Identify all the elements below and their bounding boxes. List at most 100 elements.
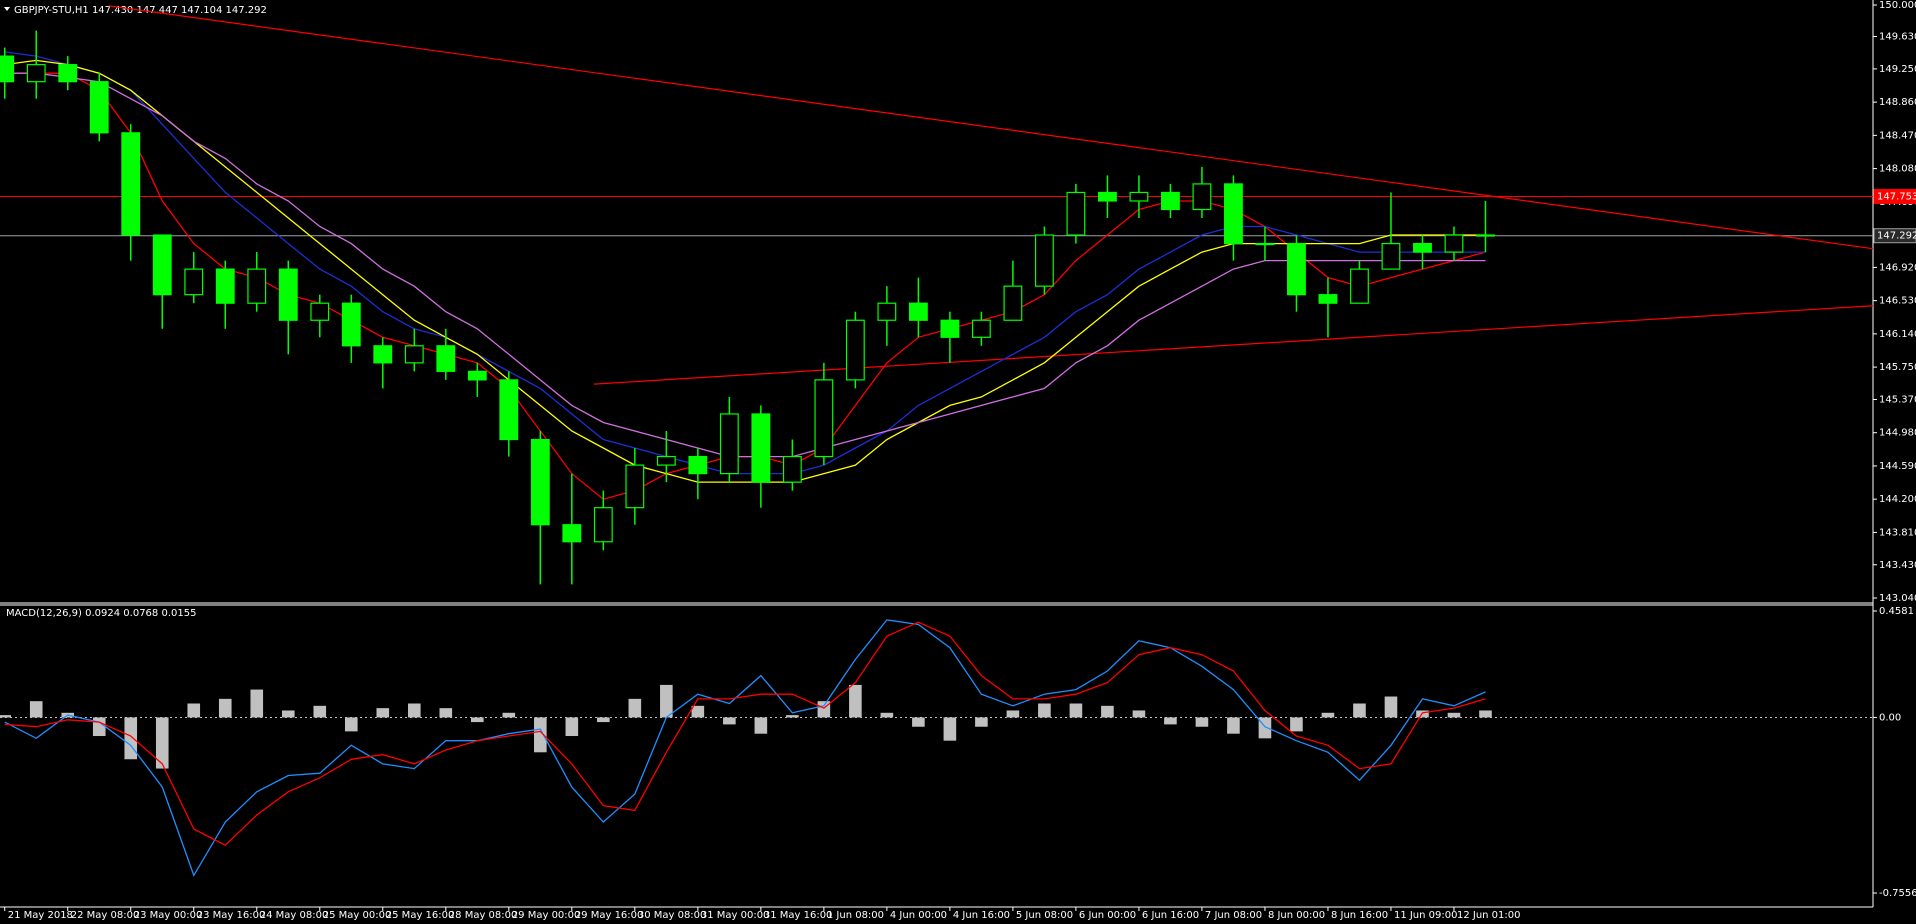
- y-tick-label: 149.250: [1879, 64, 1916, 75]
- histogram-bar: [471, 717, 484, 723]
- x-tick-label: 8 Jun 00:00: [1268, 910, 1325, 921]
- macd-line: [4, 619, 1486, 877]
- x-tick-label: 30 May 08:00: [638, 910, 707, 921]
- x-tick-label: 11 Jun 09:00: [1394, 910, 1458, 921]
- x-tick-label: 23 May 00:00: [134, 910, 203, 921]
- candle-body: [26, 64, 46, 83]
- candle-body: [278, 268, 298, 321]
- menu-arrow[interactable]: [4, 7, 10, 11]
- candle-body: [1381, 242, 1401, 270]
- histogram-bar: [1006, 710, 1020, 718]
- histogram-bar: [0, 715, 12, 718]
- histogram-bar: [250, 689, 264, 718]
- x-tick-label: 1 Jun 08:00: [827, 910, 884, 921]
- x-tick-label: 6 Jun 16:00: [1142, 910, 1199, 921]
- y-tick-label: 146.530: [1879, 296, 1916, 307]
- x-tick-label: 25 May 16:00: [386, 910, 455, 921]
- histogram-bar: [218, 698, 232, 718]
- moving-average: [4, 72, 1486, 458]
- candle-body: [782, 455, 802, 483]
- x-tick-label: 31 May 00:00: [701, 910, 770, 921]
- histogram-bar: [660, 684, 673, 718]
- histogram-bar: [880, 712, 894, 718]
- histogram-bar: [92, 717, 106, 737]
- candle-body: [310, 302, 330, 321]
- histogram-bar: [1069, 703, 1083, 718]
- price-label-box: [1873, 188, 1916, 204]
- candle-body: [499, 379, 519, 441]
- y-tick-label: 148.470: [1879, 130, 1916, 141]
- y-tick-label: 144.590: [1879, 461, 1916, 472]
- histogram-bar: [786, 715, 799, 718]
- x-tick-label: 21 May 2018: [8, 910, 73, 921]
- histogram-bar: [376, 708, 390, 718]
- histogram-bar: [597, 717, 610, 723]
- x-tick-label: 28 May 08:00: [449, 910, 518, 921]
- candle-body: [719, 413, 739, 475]
- x-tick-label: 24 May 08:00: [260, 910, 329, 921]
- y-tick-label: 148.080: [1879, 164, 1916, 175]
- x-tick-label: 8 Jun 16:00: [1331, 910, 1388, 921]
- histogram-bar: [344, 717, 358, 732]
- candle-body: [121, 132, 141, 236]
- y-tick-label: 143.040: [1879, 593, 1916, 604]
- candle-body: [971, 319, 991, 338]
- histogram-bar: [1321, 712, 1335, 718]
- x-tick-label: 23 May 16:00: [197, 910, 266, 921]
- candle-body: [688, 455, 708, 475]
- candle-body: [751, 413, 771, 483]
- histogram-bar: [313, 705, 327, 718]
- candle-body: [1192, 183, 1212, 211]
- y-tick-label: 0.00: [1879, 712, 1901, 723]
- candle-body: [0, 55, 15, 83]
- histogram-bar: [534, 717, 547, 753]
- histogram-bar: [628, 698, 642, 718]
- histogram-bar: [975, 717, 988, 727]
- indicator-title: MACD(12,26,9) 0.0924 0.0768 0.0155: [6, 608, 196, 619]
- candle-body: [1287, 242, 1306, 296]
- price-label: 147.753: [1877, 191, 1916, 202]
- candle-body: [1066, 191, 1086, 236]
- candle-body: [1161, 191, 1180, 211]
- histogram-bar: [1384, 696, 1398, 718]
- candle-body: [1224, 183, 1243, 245]
- candle-body: [593, 507, 613, 543]
- x-tick-label: 4 Jun 16:00: [953, 910, 1010, 921]
- histogram-bar: [1038, 703, 1051, 718]
- y-tick-label: 148.860: [1879, 97, 1916, 108]
- x-tick-label: 29 May 16:00: [575, 910, 644, 921]
- histogram-bar: [1101, 705, 1114, 718]
- macd-line: [4, 621, 1486, 846]
- histogram-bar: [124, 717, 138, 760]
- y-tick-label: 144.200: [1879, 494, 1916, 505]
- x-tick-label: 22 May 08:00: [71, 910, 140, 921]
- histogram-bar: [155, 717, 169, 769]
- y-tick-label: 146.920: [1879, 262, 1916, 273]
- histogram-bar: [691, 705, 705, 718]
- y-tick-label: 143.810: [1879, 527, 1916, 538]
- y-tick-label: 144.980: [1879, 428, 1916, 439]
- histogram-bar: [1447, 712, 1461, 718]
- histogram-bar: [912, 717, 925, 727]
- histogram-bar: [1479, 710, 1492, 718]
- candle-body: [152, 234, 172, 296]
- trendline: [593, 305, 1874, 385]
- candle-body: [58, 64, 78, 83]
- histogram-bar: [502, 712, 516, 718]
- candle-body: [1097, 191, 1117, 202]
- y-tick-label: 143.430: [1879, 560, 1916, 571]
- histogram-bar: [1164, 717, 1177, 725]
- histogram-bar: [439, 708, 453, 718]
- price-label-box: [1873, 228, 1916, 244]
- histogram-bar: [1227, 717, 1240, 734]
- candle-body: [814, 379, 834, 458]
- histogram-bar: [754, 717, 768, 734]
- candle-body: [1350, 268, 1369, 304]
- histogram-bar: [1132, 710, 1146, 718]
- y-tick-label: 146.140: [1879, 329, 1916, 340]
- candle-body: [908, 302, 928, 321]
- x-tick-label: 29 May 00:00: [512, 910, 581, 921]
- x-tick-label: 25 May 00:00: [323, 910, 392, 921]
